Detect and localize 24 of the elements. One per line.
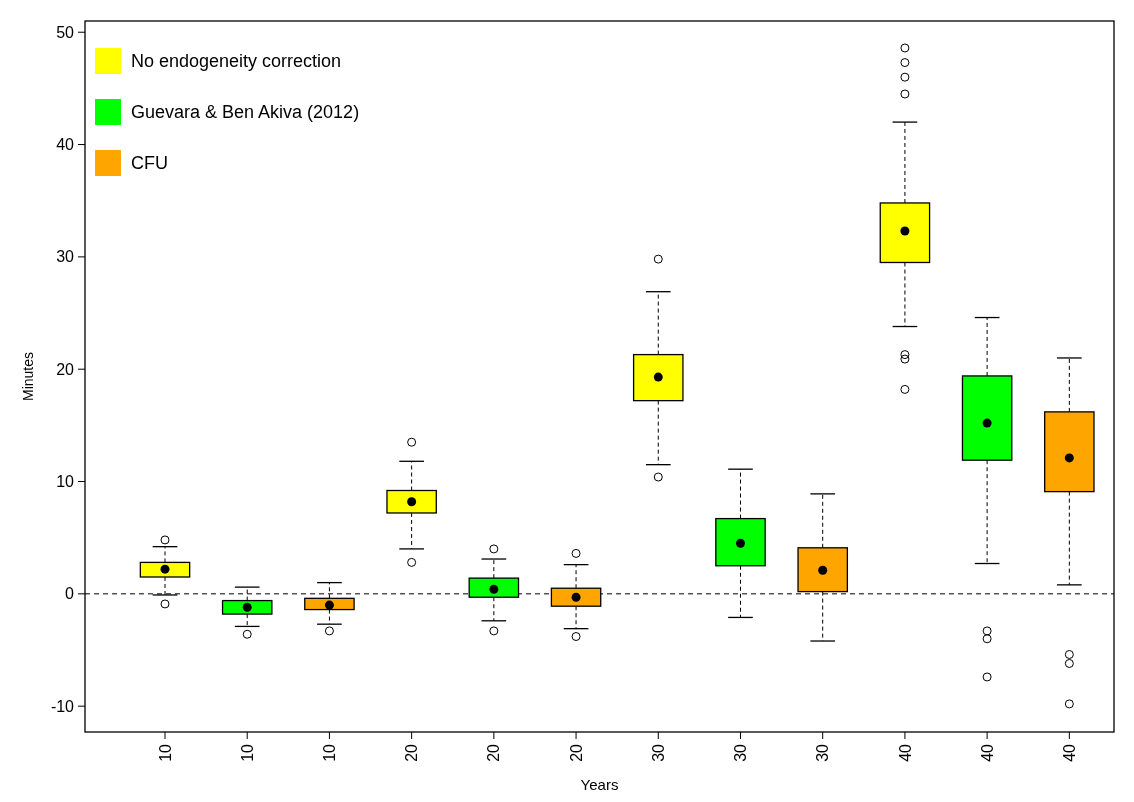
x-tick-label: 20	[403, 743, 421, 762]
y-tick-label: 0	[65, 585, 75, 603]
x-tick-label: 10	[156, 743, 174, 762]
x-tick-label: 40	[1060, 743, 1078, 762]
x-tick-label: 20	[567, 743, 585, 762]
x-tick-label: 20	[485, 743, 503, 762]
y-tick-label: -10	[50, 697, 75, 715]
y-tick-label: 10	[56, 473, 75, 491]
x-axis-title: Years	[580, 776, 619, 793]
legend-label: No endogeneity correction	[131, 51, 342, 72]
y-axis-title: Minutes	[20, 351, 36, 402]
y-tick-label: 40	[56, 136, 75, 154]
y-tick-label: 30	[56, 248, 75, 266]
legend-label: CFU	[131, 153, 168, 174]
x-tick-label: 10	[321, 743, 339, 762]
x-tick-label: 30	[814, 743, 832, 762]
x-tick-label: 30	[732, 743, 750, 762]
x-tick-label: 40	[896, 743, 914, 762]
x-tick-label: 30	[649, 743, 667, 762]
legend-label: Guevara & Ben Akiva (2012)	[131, 102, 360, 123]
x-tick-label: 10	[238, 743, 256, 762]
x-tick-label: 40	[978, 743, 996, 762]
y-tick-label: 50	[56, 23, 75, 41]
y-tick-label: 20	[56, 360, 75, 378]
